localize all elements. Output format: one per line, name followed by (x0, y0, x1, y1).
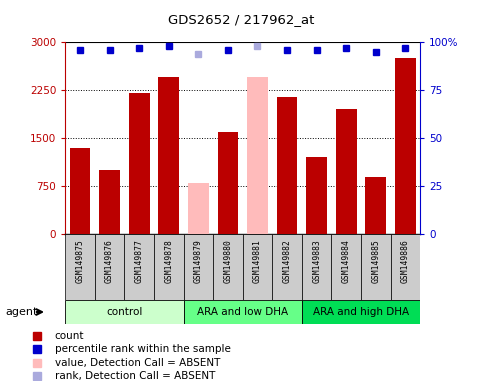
Text: GSM149875: GSM149875 (75, 240, 85, 283)
Bar (302, 300, 420, 324)
Text: GSM149877: GSM149877 (135, 240, 143, 283)
Text: value, Detection Call = ABSENT: value, Detection Call = ABSENT (55, 358, 220, 368)
Bar (213, 234, 242, 300)
Text: GSM149882: GSM149882 (283, 240, 292, 283)
Text: control: control (106, 307, 142, 317)
Bar (158, 78, 179, 234)
Bar (306, 157, 327, 234)
Bar (125, 234, 154, 300)
Bar (65, 300, 184, 324)
Text: GSM149880: GSM149880 (224, 240, 232, 283)
Text: GSM149884: GSM149884 (342, 240, 351, 283)
Bar (336, 109, 356, 234)
Bar (70, 148, 90, 234)
Text: GSM149886: GSM149886 (401, 240, 410, 283)
Text: GSM149881: GSM149881 (253, 240, 262, 283)
Bar (277, 97, 298, 234)
Text: percentile rank within the sample: percentile rank within the sample (55, 344, 230, 354)
Bar (184, 234, 213, 300)
Bar (188, 183, 209, 234)
Bar (154, 234, 184, 300)
Bar (184, 300, 302, 324)
Text: count: count (55, 331, 84, 341)
Text: GSM149883: GSM149883 (312, 240, 321, 283)
Text: GSM149885: GSM149885 (371, 240, 380, 283)
Text: GSM149878: GSM149878 (164, 240, 173, 283)
Bar (331, 234, 361, 300)
Text: GSM149876: GSM149876 (105, 240, 114, 283)
Bar (99, 170, 120, 234)
Bar (217, 132, 238, 234)
Bar (129, 93, 150, 234)
Text: rank, Detection Call = ABSENT: rank, Detection Call = ABSENT (55, 371, 215, 381)
Text: ARA and low DHA: ARA and low DHA (197, 307, 288, 317)
Bar (65, 234, 95, 300)
Bar (395, 58, 416, 234)
Bar (366, 177, 386, 234)
Bar (361, 234, 391, 300)
Bar (247, 78, 268, 234)
Bar (302, 234, 331, 300)
Text: GDS2652 / 217962_at: GDS2652 / 217962_at (168, 13, 315, 26)
Bar (242, 234, 272, 300)
Bar (95, 234, 125, 300)
Text: GSM149879: GSM149879 (194, 240, 203, 283)
Bar (391, 234, 420, 300)
Text: agent: agent (5, 307, 38, 317)
Bar (272, 234, 302, 300)
Text: ARA and high DHA: ARA and high DHA (313, 307, 409, 317)
